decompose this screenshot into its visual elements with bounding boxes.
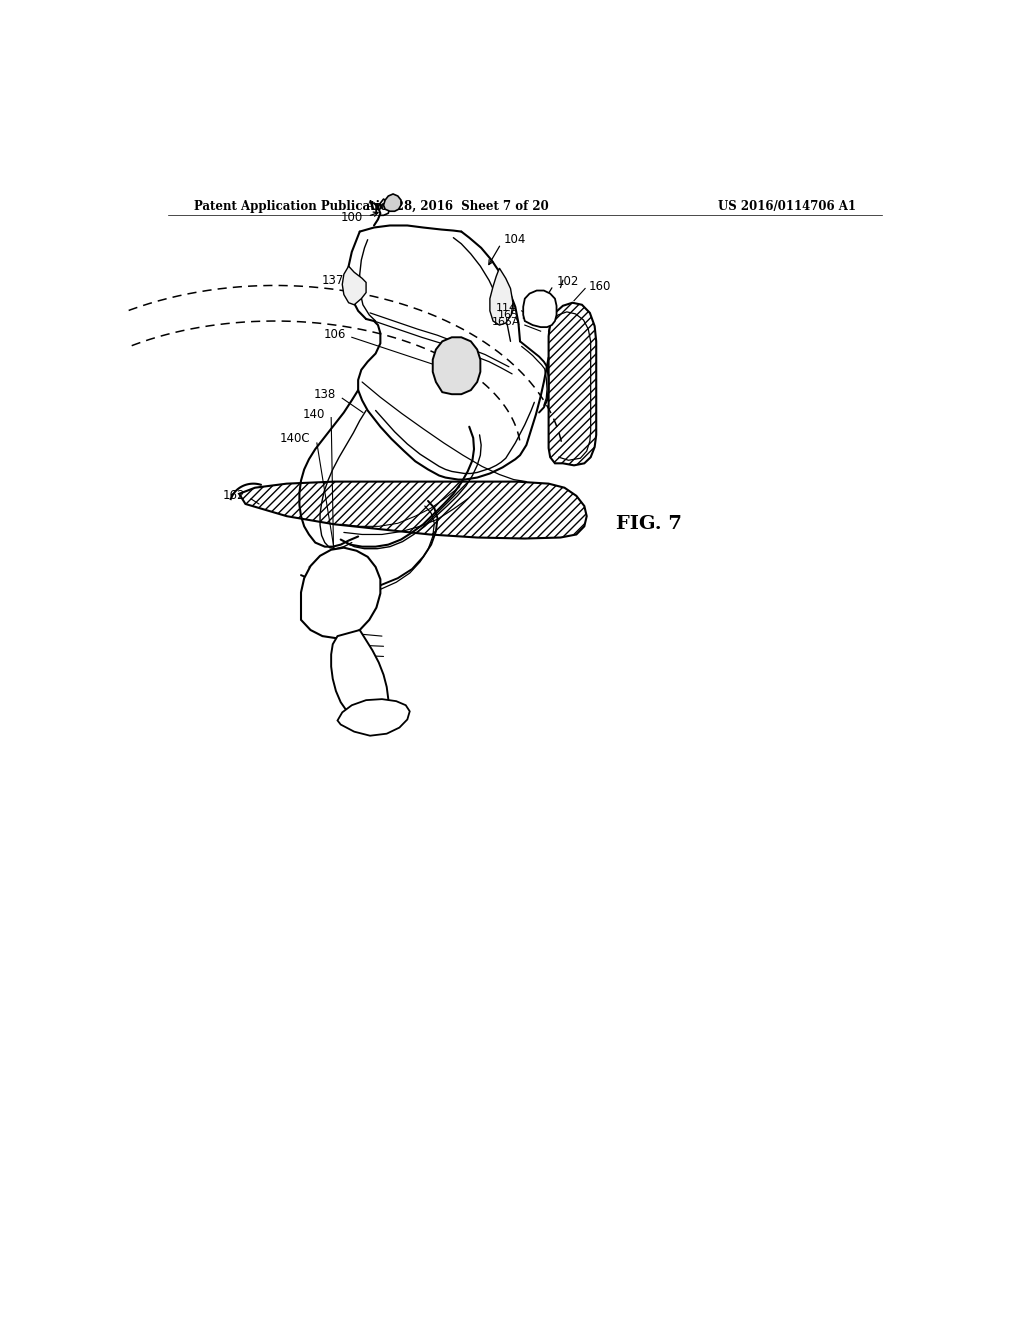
Polygon shape [489,268,513,325]
Text: 102: 102 [557,275,579,288]
Polygon shape [331,630,388,723]
Text: 160: 160 [588,280,610,293]
Text: 140: 140 [302,408,325,421]
Text: 140C: 140C [280,433,310,445]
Text: 165: 165 [498,310,518,319]
Text: 114: 114 [496,302,517,313]
Text: 137: 137 [322,273,344,286]
Text: Apr. 28, 2016  Sheet 7 of 20: Apr. 28, 2016 Sheet 7 of 20 [366,199,549,213]
Polygon shape [342,267,367,305]
Polygon shape [433,338,480,395]
Text: 162: 162 [223,490,246,503]
Polygon shape [338,700,410,735]
Text: 100: 100 [341,211,362,224]
Polygon shape [549,302,596,466]
Polygon shape [240,482,587,539]
Polygon shape [301,548,380,638]
Text: FIG. 7: FIG. 7 [616,515,682,533]
Text: Patent Application Publication: Patent Application Publication [194,199,396,213]
Polygon shape [523,290,557,327]
Text: 104: 104 [504,234,526,247]
Text: 106: 106 [324,327,346,341]
Text: 138: 138 [313,388,336,401]
Text: US 2016/0114706 A1: US 2016/0114706 A1 [718,199,856,213]
Text: 165A: 165A [492,317,520,327]
Polygon shape [384,194,401,211]
